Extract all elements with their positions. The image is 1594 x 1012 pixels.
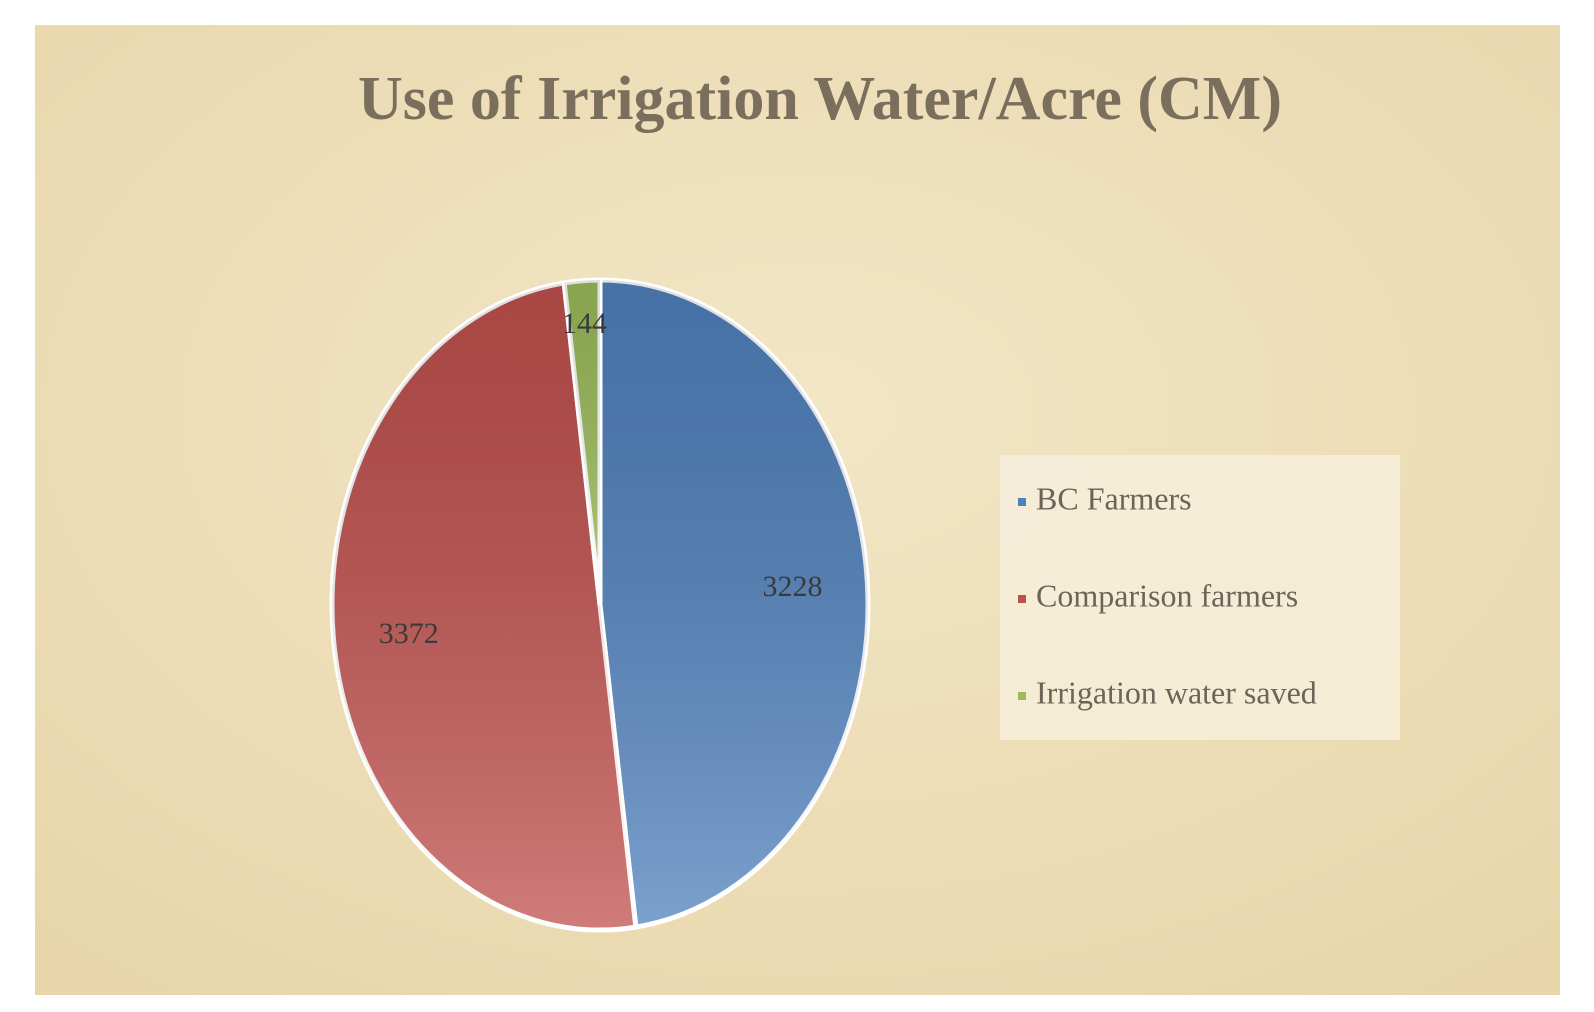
data-label: 144 [562,307,607,340]
legend-swatch [1018,498,1026,506]
slice-shade [600,280,869,928]
slice-shade [332,282,636,930]
legend-box [1000,455,1400,740]
data-label: 3372 [379,617,439,650]
legend: BC Farmers Comparison farmers Irrigation w… [1018,480,1317,710]
slice-shade [564,280,600,605]
legend-swatch [1018,692,1026,700]
legend-label: Comparison farmers [1036,577,1298,613]
data-label: 3228 [763,570,823,603]
pie: 3228 3372 144 [329,277,871,933]
legend-label: BC Farmers [1036,480,1192,516]
legend-label: Irrigation water saved [1036,674,1317,710]
chart-title: Use of Irrigation Water/Acre (CM) [358,65,1282,133]
legend-swatch [1018,595,1026,603]
